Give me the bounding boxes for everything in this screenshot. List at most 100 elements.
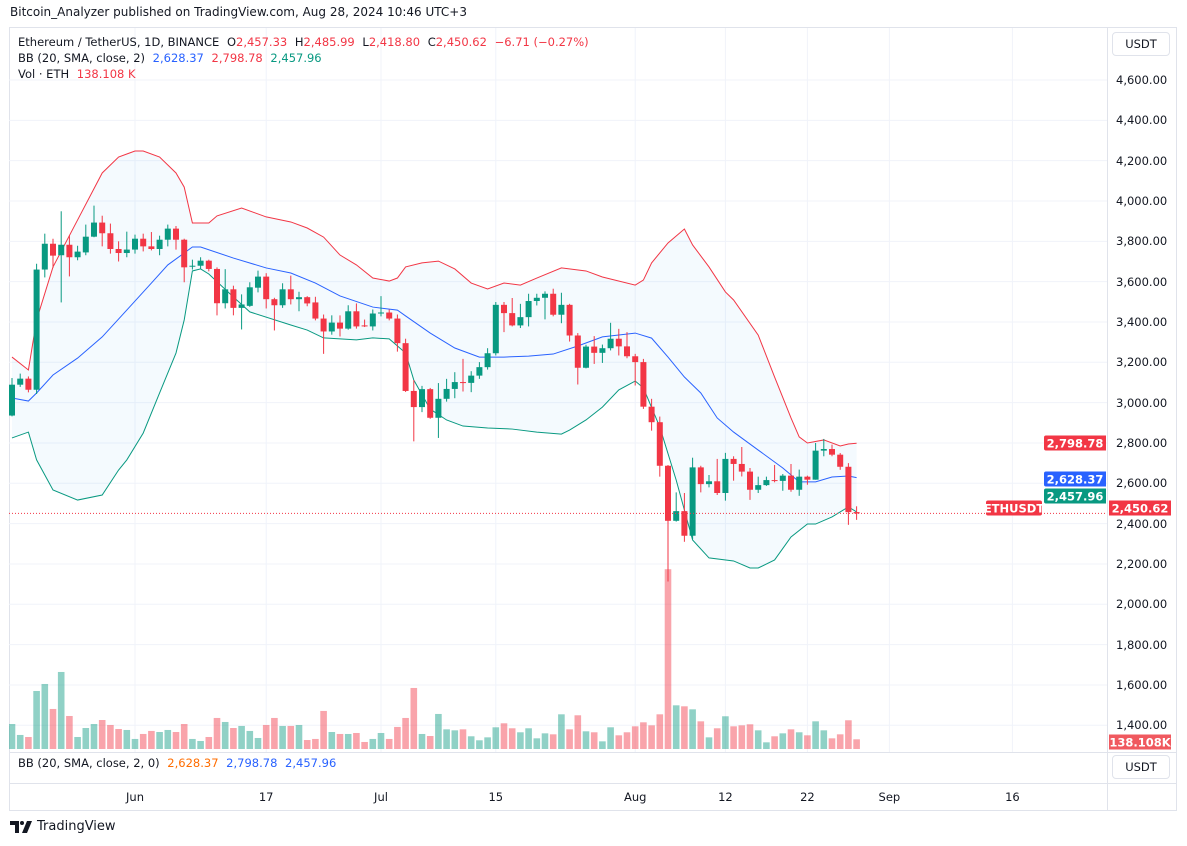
price-axis-divider — [1107, 27, 1108, 811]
volume-bar — [16, 734, 24, 749]
candle-body — [451, 382, 458, 389]
volume-legend[interactable]: Vol · ETH 138.108 K — [18, 67, 140, 81]
candle-body — [615, 338, 622, 347]
volume-bar — [303, 740, 311, 749]
bb-legend[interactable]: BB (20, SMA, close, 2) 2,628.37 2,798.78… — [18, 51, 326, 65]
volume-bar — [697, 721, 705, 749]
candle-body — [443, 388, 450, 399]
price-axis-label: 3,400.00 — [1116, 314, 1168, 329]
candle-body — [238, 304, 245, 308]
volume-bar — [328, 732, 336, 749]
price-axis-label: 1,400.00 — [1116, 718, 1168, 733]
candle-body — [378, 312, 384, 314]
volume-bar — [123, 729, 131, 749]
volume-bar — [74, 736, 81, 749]
low-value: 2,418.80 — [368, 35, 421, 49]
candle-body — [730, 458, 737, 464]
candle-body — [222, 289, 229, 304]
volume-bar — [812, 721, 819, 749]
price-axis-label: 2,200.00 — [1116, 556, 1168, 571]
lower-pane-currency-button[interactable]: USDT — [1112, 755, 1170, 779]
candle-body — [796, 476, 803, 490]
volume-bar — [98, 719, 106, 749]
volume-bar — [828, 738, 836, 749]
candle-body — [33, 269, 40, 390]
candle-body — [574, 335, 581, 368]
volume-bar — [33, 690, 40, 749]
time-axis-label: Jul — [374, 790, 388, 804]
symbol-title: Ethereum / TetherUS, 1D, BINANCE — [18, 35, 220, 49]
time-axis-label: 17 — [258, 790, 274, 804]
candle-body — [58, 244, 65, 256]
price-axis-label: 4,200.00 — [1116, 153, 1168, 168]
candle-body — [369, 313, 376, 327]
volume-bar — [443, 729, 450, 749]
candle-body — [132, 238, 138, 250]
volume-bar — [189, 738, 196, 749]
candle-body — [607, 338, 614, 349]
volume-bar — [820, 730, 828, 749]
open-label: O — [226, 35, 236, 49]
volume-bar — [115, 728, 122, 749]
symbol-price-tag: ETHUSDT — [983, 500, 1045, 516]
candle-body — [492, 304, 499, 354]
candle-body — [812, 450, 819, 480]
candle-body — [845, 466, 852, 513]
candle-body — [697, 467, 704, 485]
candle-body — [542, 293, 548, 298]
close-label: C — [427, 35, 436, 49]
volume-bar — [262, 724, 270, 749]
candle-body — [25, 378, 32, 390]
volume-bar — [205, 736, 213, 749]
volume-bar — [779, 733, 787, 749]
candle-body — [591, 346, 598, 353]
candle-body — [656, 422, 663, 466]
volume-bar — [787, 729, 795, 749]
currency-button[interactable]: USDT — [1112, 32, 1170, 56]
pane-divider[interactable] — [9, 752, 1177, 753]
candle-body — [320, 318, 327, 332]
candle-body — [214, 268, 220, 304]
volume-bar — [459, 729, 467, 749]
time-axis-label: 12 — [718, 790, 733, 804]
volume-bar — [361, 741, 368, 749]
volume-bar — [82, 728, 90, 749]
candle-body — [632, 356, 639, 363]
candle-body — [509, 313, 516, 326]
volume-bar — [139, 733, 147, 749]
price-axis-label: 4,000.00 — [1116, 193, 1168, 208]
time-axis-label: Aug — [623, 790, 647, 804]
candle-body — [164, 228, 171, 240]
candle-body — [99, 222, 106, 234]
volume-bar — [836, 734, 844, 749]
candle-body — [353, 311, 360, 327]
candle-body — [402, 343, 409, 391]
candle-body — [599, 348, 606, 353]
candle-body — [706, 481, 712, 485]
candle-body — [779, 475, 786, 481]
candle-body — [279, 289, 286, 306]
volume-bar — [57, 671, 65, 749]
candle-body — [312, 302, 319, 319]
tradingview-logo[interactable]: TradingView — [10, 819, 116, 834]
time-axis-label: 22 — [800, 790, 815, 804]
candle-body — [386, 312, 393, 319]
symbol-legend[interactable]: Ethereum / TetherUS, 1D, BINANCE O2,457.… — [18, 35, 593, 49]
lower-pane-legend[interactable]: BB (20, SMA, close, 2, 0) 2,628.37 2,798… — [18, 756, 340, 770]
volume-bar — [656, 714, 664, 749]
volume-bar — [590, 732, 598, 749]
candle-body — [755, 485, 762, 490]
candle-body — [123, 249, 130, 254]
price-chart[interactable] — [9, 28, 1107, 752]
volume-bar — [451, 730, 459, 749]
volume-bar — [246, 730, 254, 749]
volume-bar — [9, 724, 16, 749]
candle-body — [665, 465, 671, 521]
volume-bar — [213, 717, 221, 749]
candle-body — [648, 406, 655, 423]
candle-body — [583, 346, 589, 368]
time-axis-label: 16 — [1005, 790, 1020, 804]
price-axis-label: 3,800.00 — [1116, 234, 1168, 249]
candle-body — [435, 398, 442, 418]
candle-body — [230, 289, 237, 308]
